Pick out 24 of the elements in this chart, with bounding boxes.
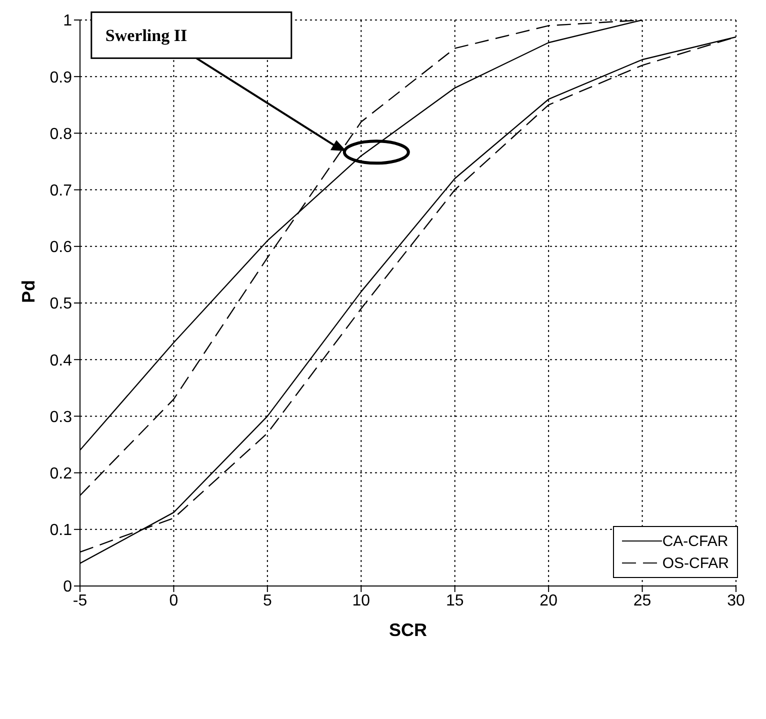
y-tick-label: 0.9 xyxy=(50,69,72,86)
x-tick-label: 15 xyxy=(446,592,464,610)
legend-label: OS-CFAR xyxy=(662,554,729,572)
x-tick-label: 20 xyxy=(540,592,558,610)
x-tick-label: -5 xyxy=(72,592,88,610)
y-tick-label: 0.3 xyxy=(50,408,72,426)
y-tick-label: 0.5 xyxy=(50,296,72,313)
y-tick-label: 0.7 xyxy=(50,182,72,200)
x-tick-label: 30 xyxy=(727,592,745,610)
y-tick-label: 0.8 xyxy=(50,126,72,143)
legend-label: CA-CFAR xyxy=(662,532,728,550)
x-axis-title: SCR xyxy=(388,620,428,640)
x-tick-label: 0 xyxy=(169,592,178,610)
x-tick-label: 10 xyxy=(352,592,370,610)
y-tick-label: 0.2 xyxy=(50,465,72,482)
y-tick-label: 0.1 xyxy=(50,522,72,540)
y-tick-label: 0.4 xyxy=(50,352,72,370)
annotation: Swerling II xyxy=(105,26,188,46)
y-tick-label: 1 xyxy=(63,12,72,30)
y-tick-label: 0 xyxy=(63,578,72,596)
x-tick-label: 5 xyxy=(262,592,272,610)
y-tick-label: 0.6 xyxy=(50,239,72,256)
x-tick-label: 25 xyxy=(633,592,652,610)
y-axis-title: Pd xyxy=(18,280,38,303)
